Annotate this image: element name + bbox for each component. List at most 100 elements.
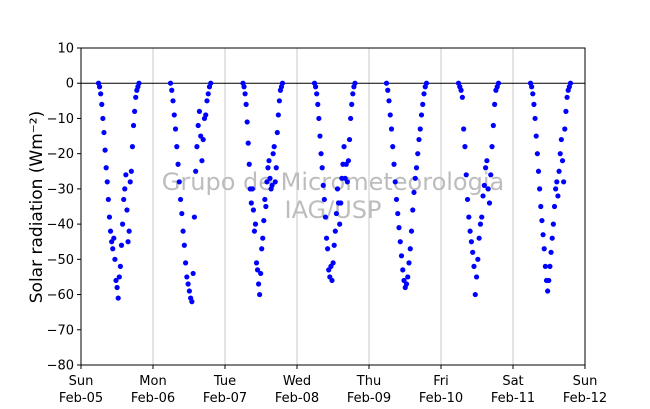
- data-point: [529, 84, 535, 90]
- y-tick-label: −80: [47, 359, 74, 374]
- data-point: [545, 288, 551, 294]
- x-tick-label-date: Feb-07: [203, 391, 247, 406]
- data-point: [559, 158, 566, 164]
- data-point: [181, 242, 187, 248]
- x-tick-label-day: Wed: [283, 374, 311, 389]
- data-point: [532, 115, 538, 122]
- data-point: [531, 101, 537, 107]
- data-point: [191, 214, 197, 220]
- data-point: [267, 175, 273, 181]
- data-point: [468, 239, 474, 245]
- data-point: [538, 203, 544, 210]
- data-point: [193, 168, 199, 174]
- data-point: [352, 80, 358, 86]
- data-point: [252, 221, 259, 227]
- data-point: [535, 168, 542, 174]
- data-point: [205, 91, 211, 97]
- data-point: [341, 144, 347, 150]
- y-tick-label: −60: [47, 288, 74, 303]
- data-point: [392, 179, 398, 185]
- data-point: [182, 260, 189, 266]
- data-point: [329, 277, 335, 284]
- data-point: [111, 235, 117, 241]
- plot-frame: [80, 47, 586, 366]
- data-point: [119, 221, 126, 227]
- data-point: [385, 87, 391, 93]
- data-point: [170, 98, 176, 104]
- data-points: [95, 80, 574, 305]
- data-point: [558, 136, 564, 143]
- data-point: [547, 263, 553, 269]
- data-point: [260, 235, 266, 241]
- data-point: [473, 274, 480, 280]
- data-point: [420, 101, 426, 107]
- data-point: [275, 112, 281, 118]
- data-point: [246, 161, 252, 167]
- data-point: [124, 207, 130, 213]
- x-tick-label-date: Feb-06: [131, 391, 175, 406]
- data-point: [177, 196, 184, 203]
- data-point: [480, 193, 486, 199]
- data-point: [195, 122, 201, 129]
- data-point: [270, 151, 276, 157]
- data-point: [407, 246, 413, 252]
- data-point: [99, 101, 105, 107]
- data-point: [387, 112, 393, 118]
- y-tick-label: −10: [47, 112, 74, 127]
- data-point: [322, 214, 329, 220]
- data-point: [116, 274, 122, 280]
- data-point: [334, 186, 341, 192]
- y-tick-label: 0: [66, 77, 74, 92]
- data-point: [273, 165, 279, 171]
- data-point: [556, 168, 562, 174]
- data-point: [269, 182, 275, 188]
- data-point: [323, 235, 330, 241]
- y-tick-label: −40: [47, 218, 74, 233]
- data-point: [337, 221, 343, 227]
- data-point: [261, 217, 267, 224]
- data-point: [126, 228, 132, 234]
- x-tick-label-day: Fri: [433, 374, 449, 389]
- data-point: [405, 274, 411, 280]
- data-point: [546, 277, 552, 284]
- data-point: [472, 291, 478, 298]
- data-point: [276, 98, 282, 104]
- data-point: [553, 186, 559, 192]
- x-tick-label-day: Thu: [356, 374, 381, 389]
- data-point: [185, 281, 191, 287]
- data-point: [400, 267, 406, 273]
- data-point: [564, 94, 570, 100]
- data-point: [314, 91, 320, 97]
- data-point: [406, 260, 412, 266]
- data-point: [125, 239, 131, 245]
- data-point: [279, 80, 286, 86]
- data-point: [254, 267, 261, 273]
- data-point: [562, 126, 568, 132]
- data-point: [333, 210, 339, 217]
- data-point: [122, 186, 128, 192]
- data-point: [495, 80, 502, 86]
- y-axis: 10 0 −10 −20 −30 −40 −50 −60 −70 −80: [47, 42, 81, 374]
- data-point: [315, 101, 321, 107]
- x-tick-label-day: Mon: [139, 374, 166, 389]
- data-point: [204, 98, 210, 104]
- y-axis-label: Solar radiation (Wm⁻²): [27, 111, 47, 303]
- data-point: [258, 270, 264, 277]
- data-point: [332, 228, 338, 234]
- data-point: [249, 186, 255, 192]
- y-tick-label: −30: [47, 182, 74, 197]
- data-point: [476, 235, 482, 241]
- data-point: [466, 214, 472, 220]
- y-tick-label: −50: [47, 253, 74, 268]
- data-point: [271, 144, 277, 150]
- data-point: [316, 115, 322, 122]
- data-point: [245, 140, 251, 146]
- data-point: [248, 200, 254, 206]
- data-point: [561, 179, 567, 185]
- data-point: [171, 112, 177, 118]
- data-point: [243, 101, 249, 107]
- data-point: [549, 235, 555, 241]
- data-point: [176, 179, 182, 185]
- data-point: [321, 196, 327, 203]
- data-point: [98, 91, 104, 97]
